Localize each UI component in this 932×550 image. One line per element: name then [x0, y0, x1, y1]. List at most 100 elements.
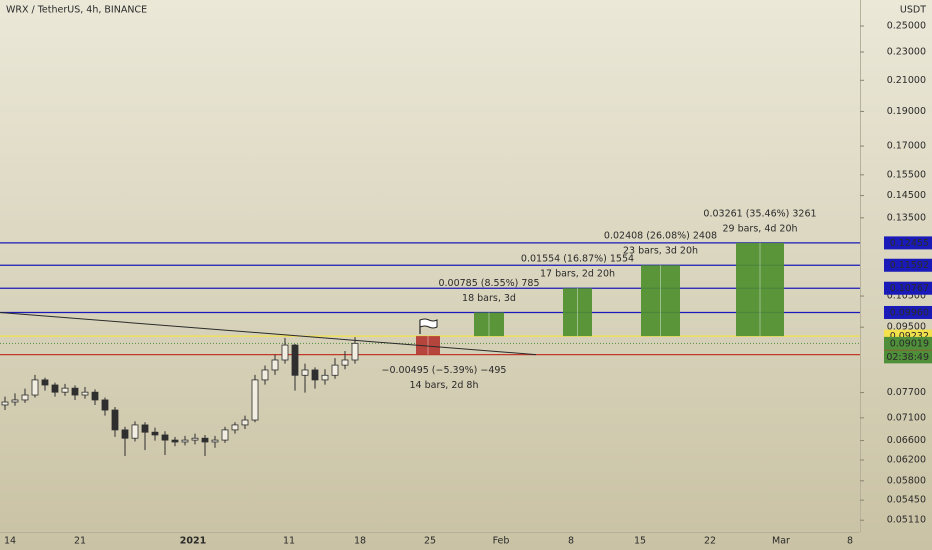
candle-body	[321, 374, 329, 381]
candle-body	[331, 364, 339, 376]
level-label: 0.12455	[890, 238, 929, 249]
y-tick-label: 0.09500	[887, 322, 926, 333]
level-label: 0.11592	[890, 260, 929, 271]
x-tick-label: 11	[283, 536, 295, 547]
candle-body	[191, 437, 199, 441]
candle-body	[241, 419, 249, 426]
trend-line	[0, 311, 537, 356]
y-tick-label: 0.10500	[887, 291, 926, 302]
projection-box	[416, 336, 440, 355]
candle-body	[21, 394, 29, 401]
x-tick-label: Feb	[493, 536, 510, 547]
y-tick-label: 0.15500	[887, 169, 926, 180]
x-tick-label: 8	[568, 536, 574, 547]
projection-change: 0.00785 (8.55%) 785	[438, 278, 539, 289]
countdown: 02:38:49	[886, 352, 929, 363]
candle-body	[121, 429, 129, 439]
x-tick-label: Mar	[772, 536, 790, 547]
projection-duration: 14 bars, 2d 8h	[409, 380, 478, 391]
candle-body	[51, 384, 59, 393]
projection-box	[563, 288, 592, 337]
candle-body	[341, 359, 349, 366]
projection-box	[474, 312, 504, 337]
y-tick-label: 0.07700	[887, 387, 926, 398]
candle-body	[131, 424, 139, 439]
level-label-box	[884, 281, 932, 295]
candle-body	[71, 387, 79, 396]
y-tick-label: 0.06600	[887, 435, 926, 446]
candle-body	[181, 439, 189, 443]
level-label-box	[884, 305, 932, 319]
y-tick-label: 0.14500	[887, 190, 926, 201]
projection-change: −0.00495 (−5.39%) −495	[382, 365, 507, 376]
candle-body	[171, 439, 179, 443]
candle-body	[291, 344, 299, 376]
level-label: 0.10767	[890, 283, 929, 294]
x-tick-label: 22	[704, 536, 716, 547]
candle-body	[271, 359, 279, 371]
candle-body	[261, 369, 269, 381]
candle-body	[231, 424, 239, 431]
y-tick-label: 0.06200	[887, 455, 926, 466]
candle-body	[201, 437, 209, 443]
current-price-label-box	[884, 336, 932, 350]
y-tick-label: 0.17000	[887, 141, 926, 152]
level-label: 0.09232	[890, 331, 929, 342]
projection-box	[736, 242, 784, 337]
level-label-box	[884, 258, 932, 272]
candle-body	[311, 369, 319, 381]
chart-title: WRX / TetherUS, 4h, BINANCE	[6, 5, 147, 16]
candle-body	[101, 399, 109, 411]
x-tick-label: 15	[634, 536, 646, 547]
projection-box	[641, 265, 680, 337]
x-tick-label: 2021	[180, 536, 206, 547]
level-label-box	[884, 236, 932, 250]
x-tick-label: 21	[74, 536, 86, 547]
projection-duration: 17 bars, 2d 20h	[540, 269, 615, 280]
candle-body	[221, 429, 229, 441]
candle-body	[351, 342, 359, 361]
y-tick-label: 0.19000	[887, 106, 926, 117]
candle-body	[1, 401, 9, 406]
x-tick-label: 8	[847, 536, 853, 547]
candle-body	[251, 379, 259, 421]
candle-body	[81, 391, 89, 396]
currency-label: USDT	[900, 5, 926, 16]
projection-change: 0.01554 (16.87%) 1554	[521, 254, 634, 265]
candle-body	[161, 434, 169, 441]
flag-icon	[419, 318, 438, 334]
level-label: 0.09960	[890, 307, 929, 318]
candle-body	[141, 424, 149, 433]
current-price-label: 0.09019	[890, 338, 929, 349]
y-tick-label: 0.13500	[887, 212, 926, 223]
candle-body	[301, 369, 309, 376]
candle-body	[31, 379, 39, 396]
y-tick-label: 0.05800	[887, 475, 926, 486]
candle-body	[211, 439, 219, 443]
y-tick-label: 0.23000	[887, 46, 926, 57]
projection-duration: 29 bars, 4d 20h	[722, 223, 797, 234]
y-tick-label: 0.05450	[887, 495, 926, 506]
x-tick-label: 18	[354, 536, 366, 547]
candle-body	[41, 379, 49, 386]
y-tick-label: 0.07100	[887, 412, 926, 423]
projection-change: 0.03261 (35.46%) 3261	[703, 208, 816, 219]
candle-body	[91, 391, 99, 401]
x-tick-label: 14	[4, 536, 16, 547]
x-tick-label: 25	[424, 536, 436, 547]
projection-duration: 23 bars, 3d 20h	[623, 246, 698, 257]
candle-body	[111, 409, 119, 431]
candle-body	[11, 399, 19, 403]
y-tick-label: 0.05110	[887, 515, 926, 526]
projection-duration: 18 bars, 3d	[462, 293, 516, 304]
candle-body	[151, 431, 159, 436]
y-tick-label: 0.21000	[887, 75, 926, 86]
countdown-box	[884, 350, 932, 364]
projection-change: 0.02408 (26.08%) 2408	[604, 231, 717, 242]
candle-body	[61, 387, 69, 393]
y-tick-label: 0.25000	[887, 21, 926, 32]
candle-body	[281, 344, 289, 361]
